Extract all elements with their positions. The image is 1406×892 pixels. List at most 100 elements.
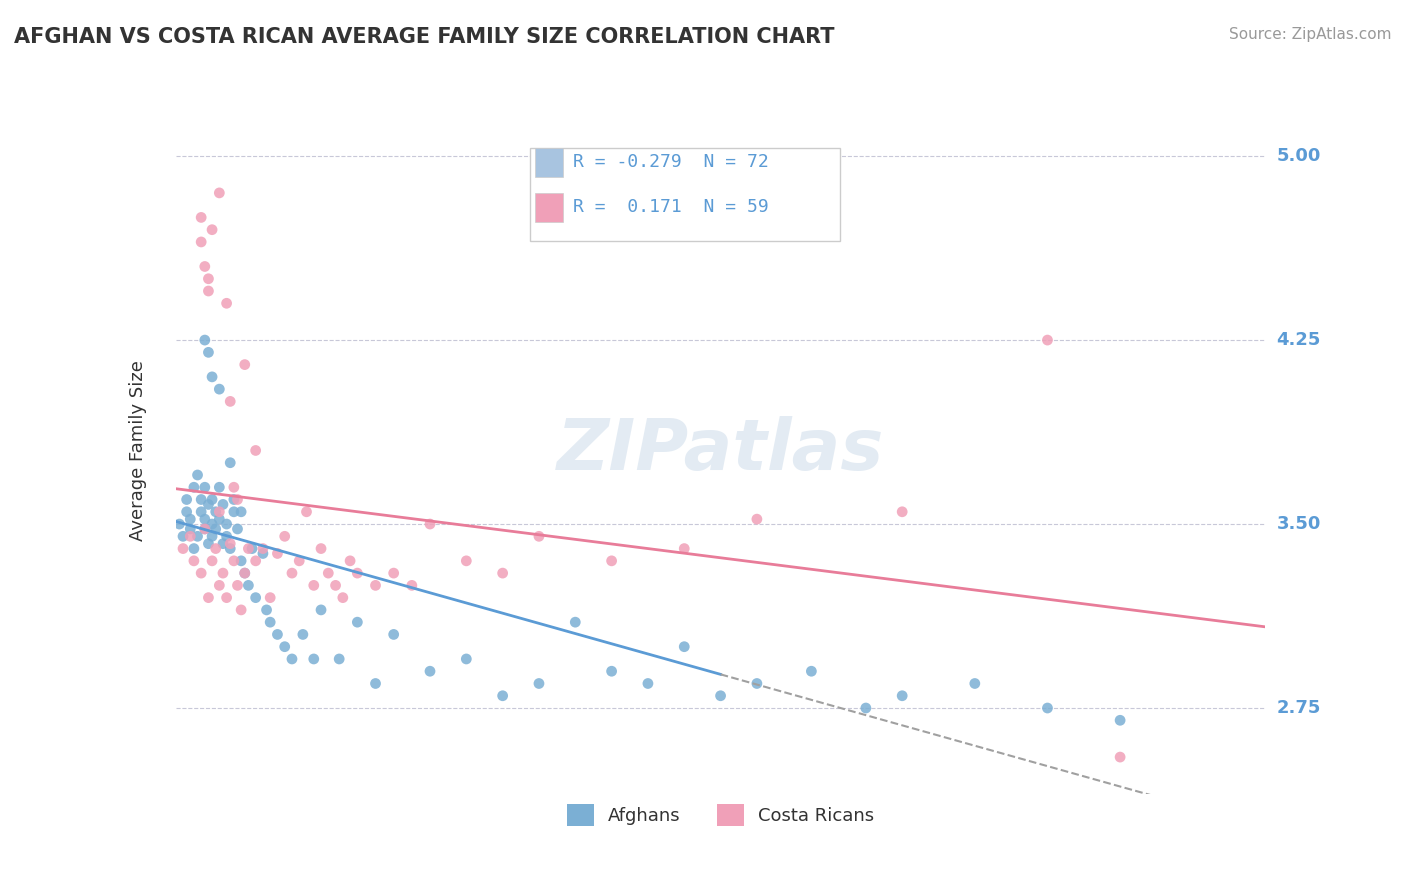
Point bbox=[201, 554, 224, 568]
Point bbox=[382, 627, 405, 641]
Point bbox=[222, 554, 245, 568]
Point bbox=[212, 566, 235, 581]
Point bbox=[274, 640, 297, 654]
Point bbox=[208, 382, 231, 396]
Point bbox=[222, 480, 245, 494]
Point bbox=[231, 603, 253, 617]
Point bbox=[891, 689, 914, 703]
Point bbox=[1109, 714, 1132, 728]
Point bbox=[226, 492, 249, 507]
Point bbox=[339, 554, 361, 568]
Point bbox=[800, 664, 823, 679]
Point bbox=[219, 541, 242, 556]
Point bbox=[197, 536, 219, 550]
Point bbox=[245, 443, 267, 458]
Point bbox=[194, 260, 217, 274]
Point bbox=[231, 554, 253, 568]
Point bbox=[891, 505, 914, 519]
Point bbox=[281, 652, 304, 666]
Point bbox=[309, 603, 332, 617]
Text: R = -0.279  N = 72: R = -0.279 N = 72 bbox=[574, 153, 769, 171]
Point bbox=[233, 566, 256, 581]
Point bbox=[179, 529, 201, 543]
Point bbox=[245, 554, 267, 568]
Point bbox=[208, 186, 231, 200]
Point bbox=[346, 566, 368, 581]
Point bbox=[233, 566, 256, 581]
Point bbox=[600, 664, 623, 679]
Point bbox=[252, 546, 274, 561]
Point bbox=[240, 541, 263, 556]
Point bbox=[194, 480, 217, 494]
Point bbox=[291, 627, 314, 641]
Point bbox=[401, 578, 423, 592]
Point bbox=[745, 512, 768, 526]
Point bbox=[212, 497, 235, 511]
Point bbox=[1036, 333, 1059, 347]
Point bbox=[963, 676, 986, 690]
FancyBboxPatch shape bbox=[530, 148, 841, 241]
Point bbox=[527, 529, 550, 543]
Point bbox=[238, 578, 260, 592]
Point bbox=[169, 516, 191, 531]
Point bbox=[190, 235, 212, 249]
Point bbox=[219, 456, 242, 470]
Point bbox=[197, 284, 219, 298]
Point bbox=[194, 522, 217, 536]
Legend: Afghans, Costa Ricans: Afghans, Costa Ricans bbox=[560, 797, 882, 833]
Point bbox=[382, 566, 405, 581]
Point bbox=[186, 529, 209, 543]
Point bbox=[219, 536, 242, 550]
Text: 5.00: 5.00 bbox=[1277, 147, 1320, 165]
Point bbox=[208, 578, 231, 592]
Point bbox=[492, 566, 515, 581]
Point bbox=[259, 615, 281, 630]
Point bbox=[492, 689, 515, 703]
Point bbox=[190, 505, 212, 519]
Point bbox=[281, 566, 304, 581]
Point bbox=[1109, 750, 1132, 764]
Point bbox=[172, 529, 194, 543]
Point bbox=[215, 296, 238, 310]
Point bbox=[176, 492, 198, 507]
Point bbox=[226, 578, 249, 592]
Point bbox=[245, 591, 267, 605]
Point bbox=[179, 512, 201, 526]
Point bbox=[215, 516, 238, 531]
Point bbox=[233, 358, 256, 372]
Point bbox=[172, 541, 194, 556]
Point bbox=[252, 541, 274, 556]
Text: Source: ZipAtlas.com: Source: ZipAtlas.com bbox=[1229, 27, 1392, 42]
Point bbox=[183, 480, 205, 494]
Point bbox=[325, 578, 347, 592]
Point bbox=[190, 211, 212, 225]
Point bbox=[201, 529, 224, 543]
Point bbox=[456, 554, 478, 568]
Point bbox=[419, 664, 441, 679]
Point bbox=[238, 541, 260, 556]
Text: 4.25: 4.25 bbox=[1277, 331, 1320, 349]
Point bbox=[194, 333, 217, 347]
Point bbox=[266, 627, 288, 641]
Point bbox=[318, 566, 340, 581]
Point bbox=[194, 512, 217, 526]
FancyBboxPatch shape bbox=[536, 148, 562, 178]
Point bbox=[222, 492, 245, 507]
Point bbox=[204, 505, 226, 519]
Point bbox=[364, 578, 387, 592]
Point bbox=[197, 345, 219, 359]
Point bbox=[204, 522, 226, 536]
Point bbox=[288, 554, 311, 568]
Point bbox=[212, 536, 235, 550]
Point bbox=[419, 516, 441, 531]
Point bbox=[710, 689, 733, 703]
Point bbox=[855, 701, 877, 715]
Point bbox=[256, 603, 278, 617]
Point bbox=[215, 529, 238, 543]
Point bbox=[673, 640, 696, 654]
Point bbox=[745, 676, 768, 690]
Point bbox=[183, 541, 205, 556]
Point bbox=[190, 566, 212, 581]
Point bbox=[194, 522, 217, 536]
Point bbox=[201, 370, 224, 384]
